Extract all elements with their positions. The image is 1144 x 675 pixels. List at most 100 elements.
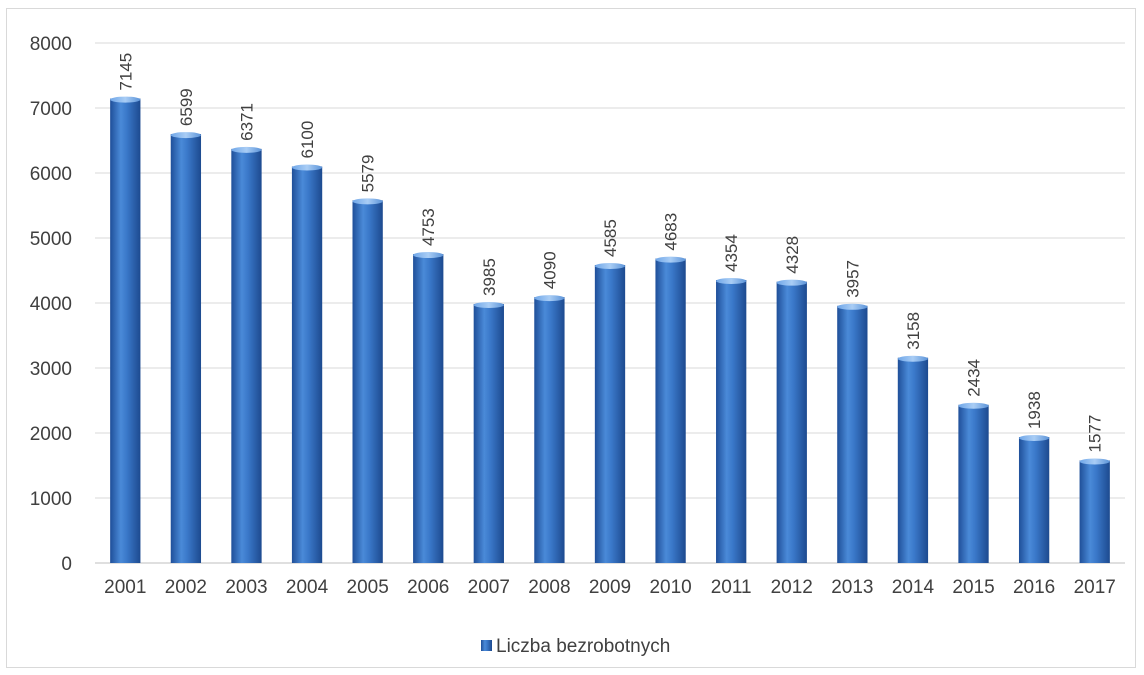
x-tick-label: 2007 <box>468 577 510 598</box>
bar-cap <box>473 301 504 308</box>
data-label: 7145 <box>116 53 135 91</box>
data-label: 3158 <box>904 312 923 350</box>
bar-body <box>110 98 141 563</box>
data-label: 2434 <box>965 359 984 397</box>
data-label: 3957 <box>843 260 862 298</box>
legend-swatch <box>481 640 492 651</box>
bar-body <box>534 297 565 563</box>
bar <box>291 164 323 563</box>
y-tick-label: 6000 <box>30 164 72 185</box>
bar <box>655 256 686 563</box>
bar-body <box>231 148 262 563</box>
data-label: 5579 <box>359 155 378 193</box>
bar-body <box>413 254 444 563</box>
y-tick-label: 2000 <box>30 424 72 445</box>
bar-cap <box>716 277 747 284</box>
x-tick-label: 2003 <box>225 577 267 598</box>
y-tick-label: 4000 <box>30 294 72 315</box>
data-label: 4090 <box>540 251 559 289</box>
bar-cap <box>352 198 383 205</box>
bar-body <box>716 279 747 563</box>
x-tick-label: 2010 <box>649 577 691 598</box>
bar <box>170 132 202 563</box>
data-label: 1577 <box>1086 415 1105 453</box>
bar-body <box>352 200 383 564</box>
x-tick-label: 2002 <box>165 577 207 598</box>
x-tick-label: 2011 <box>711 577 752 598</box>
bar-cap <box>655 256 686 263</box>
bar <box>776 279 807 563</box>
bar-cap <box>170 132 202 139</box>
y-tick-label: 8000 <box>30 34 72 55</box>
bar <box>413 252 444 563</box>
bar-body <box>958 404 989 563</box>
data-label: 6599 <box>177 88 196 126</box>
data-label: 4753 <box>419 208 438 246</box>
data-label: 4585 <box>601 219 620 257</box>
bar <box>110 96 141 563</box>
x-tick-label: 2015 <box>952 577 994 598</box>
bar <box>534 295 565 563</box>
bar-body <box>655 258 686 563</box>
bar <box>1018 435 1050 563</box>
x-tick-label: 2012 <box>771 577 813 598</box>
bar-body <box>291 166 323 563</box>
bars <box>110 96 1110 564</box>
y-tick-label: 0 <box>61 554 72 575</box>
bar <box>837 303 868 563</box>
x-tick-label: 2004 <box>286 577 329 598</box>
data-label: 4683 <box>662 213 681 251</box>
bar-body <box>837 305 868 563</box>
bar-body <box>473 303 504 563</box>
data-label: 6371 <box>237 103 256 141</box>
bar-body <box>776 281 807 563</box>
bar <box>1079 458 1110 563</box>
bar <box>958 402 989 563</box>
x-tick-label: 2005 <box>347 577 389 598</box>
y-tick-label: 3000 <box>30 359 72 380</box>
data-label: 3985 <box>480 258 499 296</box>
x-tick-label: 2013 <box>831 577 873 598</box>
bar <box>716 277 747 563</box>
legend: Liczba bezrobotnych <box>481 636 670 657</box>
x-tick-label: 2006 <box>407 577 449 598</box>
bar-cap <box>837 303 868 310</box>
bar <box>594 262 626 563</box>
bar-body <box>594 264 626 563</box>
legend-label: Liczba bezrobotnych <box>496 636 670 657</box>
bar-body <box>170 134 202 563</box>
data-label: 1938 <box>1025 391 1044 429</box>
axes: 0 1000 2000 3000 4000 5000 6000 7000 8000 2001 200… <box>30 34 1116 598</box>
y-tick-label: 1000 <box>30 489 72 510</box>
bar <box>352 198 383 564</box>
bar-cap <box>413 252 444 259</box>
bar <box>473 301 504 563</box>
data-label: 4328 <box>783 236 802 274</box>
y-tick-label: 7000 <box>30 99 72 120</box>
bar-cap <box>534 295 565 302</box>
bar-cap <box>594 262 626 269</box>
gridlines <box>95 42 1125 564</box>
bar-cap <box>897 355 929 362</box>
bar-cap <box>110 96 141 103</box>
bar-cap <box>776 279 807 286</box>
bar-body <box>1018 437 1050 563</box>
bar-cap <box>1079 458 1110 465</box>
x-tick-label: 2008 <box>528 577 570 598</box>
bar-cap <box>231 146 262 153</box>
bar-cap <box>291 164 323 171</box>
x-tick-label: 2009 <box>589 577 631 598</box>
x-tick-label: 2017 <box>1074 577 1116 598</box>
bar-cap <box>1018 435 1050 442</box>
bar-body <box>1079 460 1110 563</box>
data-label: 4354 <box>722 234 741 272</box>
x-tick-label: 2016 <box>1013 577 1055 598</box>
y-tick-label: 5000 <box>30 229 72 250</box>
bar-cap <box>958 402 989 409</box>
data-label: 6100 <box>298 121 317 159</box>
data-labels: 7145 6599 6371 6100 5579 4753 3985 4090 4585 4683… <box>116 53 1104 453</box>
x-tick-label: 2001 <box>104 577 146 598</box>
bar <box>897 355 929 563</box>
bar <box>231 146 262 563</box>
